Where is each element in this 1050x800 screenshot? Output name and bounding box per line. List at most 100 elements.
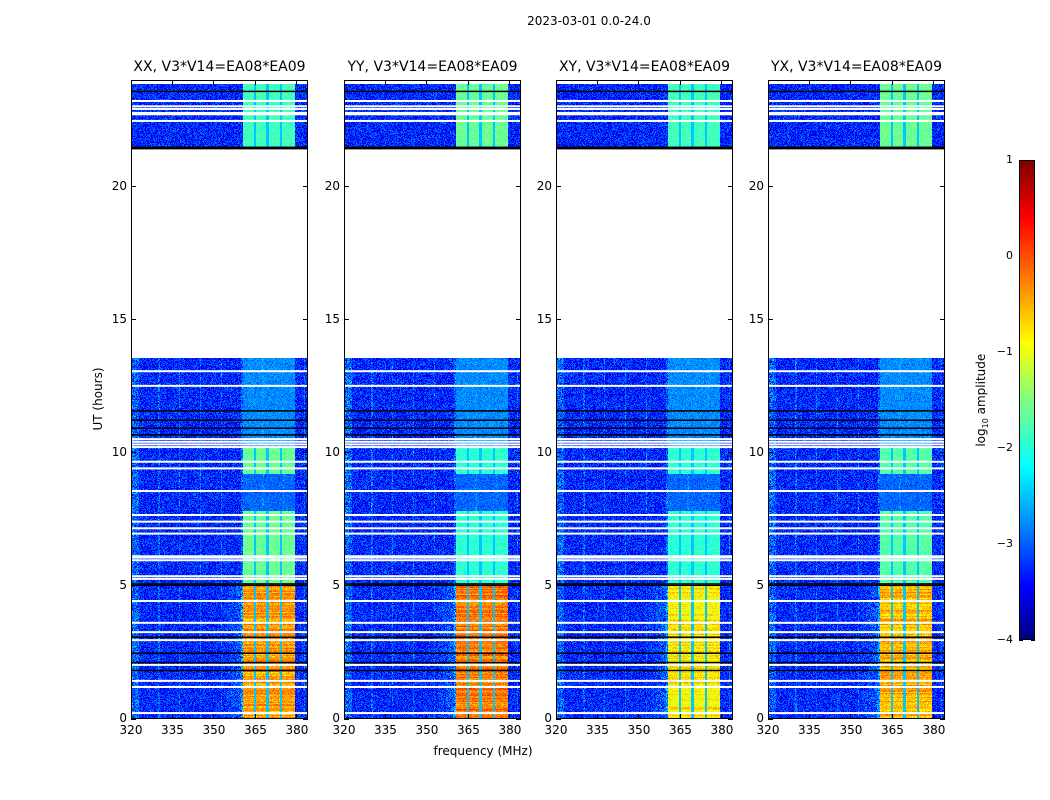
y-tick-mark bbox=[344, 319, 349, 321]
x-tick-label: 380 bbox=[710, 723, 734, 737]
colorbar-tick-label: 0 bbox=[1006, 249, 1013, 262]
x-tick-mark bbox=[555, 80, 557, 85]
colorbar-label: log10 amplitude bbox=[974, 340, 990, 460]
y-tick-mark bbox=[131, 718, 136, 720]
spectrogram-image bbox=[345, 81, 520, 718]
x-tick-mark bbox=[721, 80, 723, 85]
y-tick-mark bbox=[556, 186, 561, 187]
y-tick-mark bbox=[728, 319, 733, 321]
x-tick-mark bbox=[850, 80, 852, 85]
y-tick-mark bbox=[768, 585, 773, 587]
x-tick-label: 350 bbox=[415, 723, 439, 737]
x-tick-mark bbox=[721, 714, 723, 719]
x-tick-mark bbox=[555, 714, 557, 719]
colorbar-tick-label: −2 bbox=[996, 441, 1013, 454]
y-tick-mark bbox=[344, 186, 349, 187]
panel-title: XY, V3*V14=EA08*EA09 bbox=[558, 59, 731, 75]
x-tick-mark bbox=[296, 80, 298, 85]
spectrogram-panel bbox=[344, 80, 521, 719]
y-tick-label: 15 bbox=[324, 311, 340, 326]
y-tick-mark bbox=[516, 452, 521, 454]
figure-title: 2023-03-01 0.0-24.0 bbox=[527, 14, 651, 28]
x-tick-mark bbox=[426, 80, 428, 85]
y-tick-mark bbox=[344, 452, 349, 454]
y-tick-mark bbox=[940, 186, 945, 187]
y-tick-mark bbox=[516, 718, 521, 720]
colorbar-tick-mark bbox=[1031, 639, 1035, 641]
panel-title: YX, V3*V14=EA08*EA09 bbox=[770, 59, 943, 75]
colorbar-tick-label: −1 bbox=[996, 345, 1013, 358]
colorbar-tick-label: −3 bbox=[996, 537, 1013, 550]
x-tick-mark bbox=[343, 80, 345, 85]
y-tick-mark bbox=[556, 452, 561, 454]
colorbar-tick-mark bbox=[1019, 639, 1023, 641]
panel-title: YY, V3*V14=EA08*EA09 bbox=[347, 59, 518, 75]
y-tick-label: 10 bbox=[111, 444, 127, 459]
x-tick-label: 335 bbox=[374, 723, 397, 737]
x-tick-mark bbox=[808, 80, 810, 85]
x-tick-label: 365 bbox=[669, 723, 692, 737]
y-tick-label: 20 bbox=[748, 178, 764, 193]
y-tick-label: 20 bbox=[324, 178, 340, 193]
y-tick-mark bbox=[768, 319, 773, 321]
y-tick-mark bbox=[303, 585, 308, 587]
colorbar-label-sub: 10 bbox=[981, 418, 991, 429]
y-tick-mark bbox=[303, 452, 308, 454]
spectrogram-image bbox=[769, 81, 944, 718]
x-tick-mark bbox=[296, 714, 298, 719]
x-tick-label: 380 bbox=[922, 723, 946, 737]
colorbar-label-suffix: amplitude bbox=[973, 353, 988, 419]
y-tick-mark bbox=[516, 585, 521, 587]
y-tick-label: 0 bbox=[756, 711, 764, 725]
y-tick-label: 5 bbox=[756, 577, 764, 592]
y-tick-mark bbox=[131, 186, 136, 187]
x-tick-mark bbox=[509, 80, 511, 85]
x-tick-label: 365 bbox=[881, 723, 904, 737]
x-tick-mark bbox=[467, 714, 469, 719]
spectrogram-panel bbox=[131, 80, 308, 719]
x-tick-mark bbox=[171, 80, 173, 85]
x-tick-mark bbox=[850, 714, 852, 719]
x-tick-mark bbox=[679, 714, 681, 719]
y-tick-mark bbox=[303, 319, 308, 321]
y-tick-mark bbox=[303, 186, 308, 187]
x-tick-label: 365 bbox=[244, 723, 267, 737]
x-axis-label: frequency (MHz) bbox=[433, 744, 533, 758]
y-tick-label: 15 bbox=[536, 311, 552, 326]
y-tick-mark bbox=[768, 452, 773, 454]
x-tick-mark bbox=[130, 714, 132, 719]
x-tick-mark bbox=[891, 80, 893, 85]
x-tick-label: 350 bbox=[627, 723, 651, 737]
y-tick-mark bbox=[131, 452, 136, 454]
x-tick-label: 335 bbox=[586, 723, 609, 737]
x-tick-label: 335 bbox=[798, 723, 821, 737]
x-tick-mark bbox=[933, 714, 935, 719]
y-tick-label: 5 bbox=[119, 577, 127, 592]
y-tick-label: 15 bbox=[111, 311, 127, 326]
y-tick-label: 10 bbox=[748, 444, 764, 459]
x-tick-mark bbox=[596, 714, 598, 719]
x-tick-label: 380 bbox=[285, 723, 309, 737]
x-tick-mark bbox=[213, 714, 215, 719]
colorbar-tick-label: 1 bbox=[1006, 153, 1013, 166]
y-tick-mark bbox=[940, 452, 945, 454]
y-tick-mark bbox=[556, 319, 561, 321]
spectrogram-image bbox=[557, 81, 732, 718]
y-tick-label: 10 bbox=[324, 444, 340, 459]
y-tick-mark bbox=[516, 186, 521, 187]
x-tick-mark bbox=[130, 80, 132, 85]
spectrogram-panel bbox=[556, 80, 733, 719]
x-tick-mark bbox=[426, 714, 428, 719]
y-tick-mark bbox=[940, 718, 945, 720]
spectrogram-image bbox=[132, 81, 307, 718]
y-tick-label: 10 bbox=[536, 444, 552, 459]
x-tick-label: 365 bbox=[457, 723, 480, 737]
x-tick-mark bbox=[171, 714, 173, 719]
x-tick-mark bbox=[467, 80, 469, 85]
y-tick-mark bbox=[344, 718, 349, 720]
y-tick-label: 5 bbox=[544, 577, 552, 592]
x-tick-mark bbox=[891, 714, 893, 719]
x-tick-mark bbox=[596, 80, 598, 85]
x-tick-mark bbox=[933, 80, 935, 85]
y-tick-mark bbox=[768, 186, 773, 187]
